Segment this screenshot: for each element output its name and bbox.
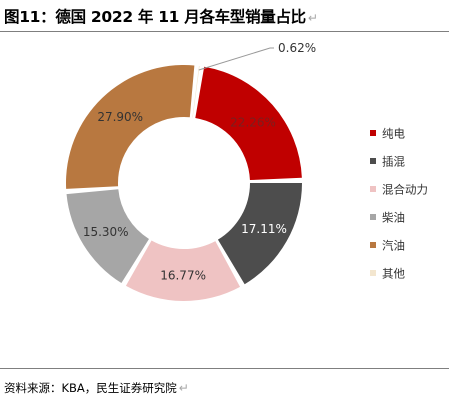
donut-chart: 22.26% 17.11% 16.77% 15.30% 27.90% 0.62% 纯电插混混… bbox=[66, 41, 428, 302]
legend-swatch-other bbox=[370, 270, 376, 276]
slice-phev bbox=[217, 183, 302, 285]
legend-swatch-hybrid bbox=[370, 186, 376, 192]
data-label-hybrid: 16.77% bbox=[160, 269, 206, 283]
figure-title: 图11：德国 2022 年 11 月各车型销量占比 ↵ bbox=[4, 5, 318, 27]
data-label-petrol: 27.90% bbox=[97, 110, 143, 124]
source-text: 资料来源：KBA，民生证券研究院 bbox=[4, 381, 177, 395]
source-note: 资料来源：KBA，民生证券研究院 ↵ bbox=[4, 380, 189, 396]
data-label-diesel: 15.30% bbox=[83, 225, 129, 239]
source-divider bbox=[0, 368, 449, 369]
slice-bev bbox=[195, 66, 302, 181]
legend-label-bev: 纯电 bbox=[382, 127, 405, 141]
legend-label-other: 其他 bbox=[382, 267, 405, 281]
legend-swatch-diesel bbox=[370, 214, 376, 220]
legend-swatch-petrol bbox=[370, 242, 376, 248]
legend-swatch-bev bbox=[370, 130, 376, 136]
slice-hybrid bbox=[125, 240, 241, 302]
slice-petrol bbox=[66, 65, 195, 189]
slice-other bbox=[192, 65, 200, 118]
source-paragraph-mark-icon: ↵ bbox=[178, 381, 189, 395]
paragraph-mark-icon: ↵ bbox=[307, 11, 318, 25]
leader-line-other bbox=[198, 47, 274, 71]
data-label-phev: 17.11% bbox=[241, 222, 287, 236]
title-divider bbox=[0, 31, 449, 32]
legend-label-phev: 插混 bbox=[382, 155, 405, 169]
slice-diesel bbox=[66, 189, 149, 284]
legend-label-diesel: 柴油 bbox=[382, 211, 405, 225]
legend-label-petrol: 汽油 bbox=[382, 239, 405, 253]
data-label-other: 0.62% bbox=[278, 41, 316, 55]
legend-label-hybrid: 混合动力 bbox=[382, 183, 428, 197]
data-label-bev: 22.26% bbox=[230, 116, 276, 130]
figure-title-text: 图11：德国 2022 年 11 月各车型销量占比 bbox=[4, 8, 306, 26]
legend-swatch-phev bbox=[370, 158, 376, 164]
